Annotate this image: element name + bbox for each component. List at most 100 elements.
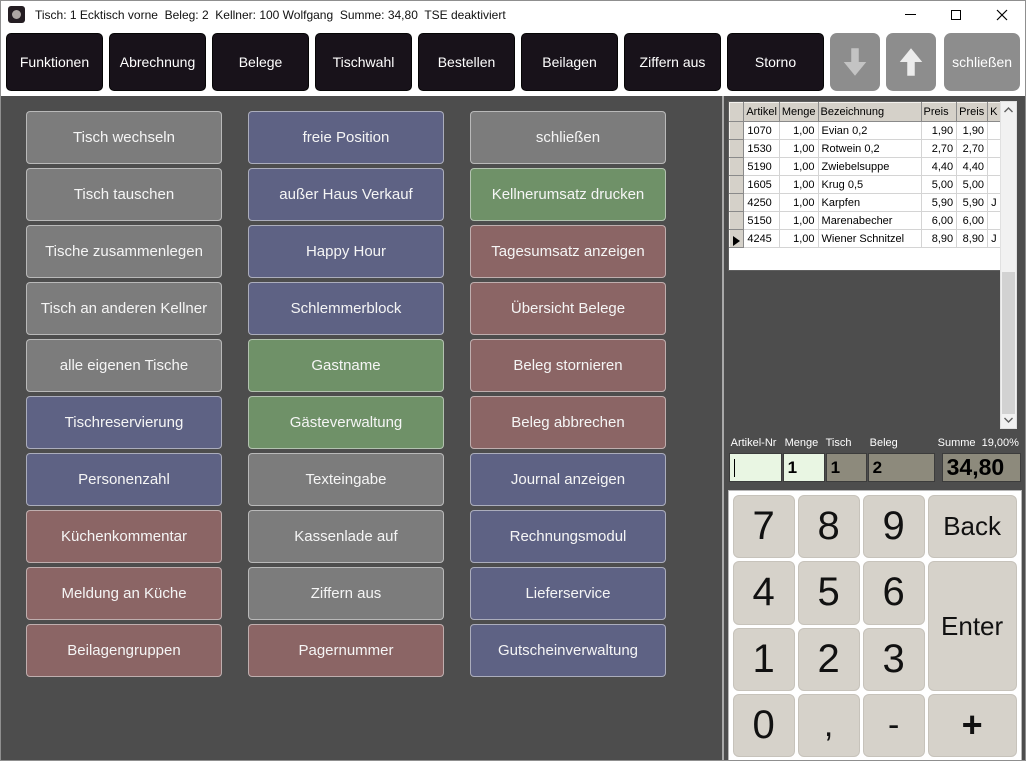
numpad-key-k5[interactable]: 5: [797, 561, 860, 625]
function-button-beleg-stornieren[interactable]: Beleg stornieren: [470, 339, 666, 392]
scroll-up-button[interactable]: [886, 33, 937, 91]
toolbar-close-button[interactable]: schließen: [944, 33, 1020, 91]
cell-artikel: 4250: [743, 193, 780, 212]
function-button-tische-zusammenlegen[interactable]: Tische zusammenlegen: [26, 225, 222, 278]
function-button-freie-position[interactable]: freie Position: [248, 111, 444, 164]
numpad-key-k6[interactable]: 6: [862, 561, 925, 625]
functions-column-3: schließen Kellnerumsatz drucken Tagesumsat…: [470, 111, 666, 760]
maximize-button[interactable]: [933, 1, 979, 28]
table-row[interactable]: 4250 1,00 Karpfen 5,90 5,90 J: [728, 193, 1001, 212]
close-button[interactable]: [979, 1, 1025, 28]
function-button-ziffern-aus[interactable]: Ziffern aus: [248, 567, 444, 620]
numpad-key-k8[interactable]: 8: [797, 495, 860, 559]
row-selector[interactable]: [728, 121, 745, 140]
minimize-button[interactable]: [887, 1, 933, 28]
function-button-gastname[interactable]: Gastname: [248, 339, 444, 392]
cell-artikel: 1070: [743, 121, 780, 140]
toolbar-button-ziffern-aus[interactable]: Ziffern aus: [624, 33, 721, 91]
row-selector[interactable]: [728, 211, 745, 230]
function-button-tisch-an-anderen-kellner[interactable]: Tisch an anderen Kellner: [26, 282, 222, 335]
numpad-key-enter[interactable]: Enter: [927, 561, 1017, 691]
function-button-pagernummer[interactable]: Pagernummer: [248, 624, 444, 677]
function-button-personenzahl[interactable]: Personenzahl: [26, 453, 222, 506]
toolbar-button-belege[interactable]: Belege: [212, 33, 309, 91]
row-selector[interactable]: [728, 175, 745, 194]
numpad-key-minus[interactable]: -: [862, 693, 925, 757]
column-header-bezeichnung-2[interactable]: Bezeichnung: [817, 102, 922, 122]
column-header-menge-1[interactable]: Menge: [778, 102, 819, 122]
function-button-übersicht-belege[interactable]: Übersicht Belege: [470, 282, 666, 335]
row-selector[interactable]: [728, 139, 745, 158]
artikel-nr-input[interactable]: [728, 453, 782, 482]
scroll-down-button[interactable]: [830, 33, 881, 91]
maximize-icon: [951, 9, 961, 20]
function-button-beleg-abbrechen[interactable]: Beleg abbrechen: [470, 396, 666, 449]
cell-bezeichnung: Rotwein 0,2: [818, 139, 922, 158]
column-header-k-5[interactable]: K: [987, 102, 1001, 122]
toolbar-button-tischwahl[interactable]: Tischwahl: [315, 33, 412, 91]
function-button-rechnungsmodul[interactable]: Rechnungsmodul: [470, 510, 666, 563]
function-button-außer-haus-verkauf[interactable]: außer Haus Verkauf: [248, 168, 444, 221]
cell-artikel: 5150: [743, 211, 780, 230]
function-button-tisch-tauschen[interactable]: Tisch tauschen: [26, 168, 222, 221]
function-button-beilagengruppen[interactable]: Beilagengruppen: [26, 624, 222, 677]
table-scrollbar[interactable]: [1000, 101, 1017, 429]
scroll-up-arrow[interactable]: [1001, 102, 1016, 118]
column-header-artikel-0[interactable]: Artikel: [743, 102, 780, 122]
function-button-alle-eigenen-tische[interactable]: alle eigenen Tische: [26, 339, 222, 392]
function-button-gutscheinverwaltung[interactable]: Gutscheinverwaltung: [470, 624, 666, 677]
function-button-kellnerumsatz-drucken[interactable]: Kellnerumsatz drucken: [470, 168, 666, 221]
cell-preis: 5,00: [921, 175, 958, 194]
function-button-küchenkommentar[interactable]: Küchenkommentar: [26, 510, 222, 563]
column-header-preis-3[interactable]: Preis: [920, 102, 958, 122]
numpad-key-k4[interactable]: 4: [732, 561, 795, 625]
column-header-preis-4[interactable]: Preis: [956, 102, 989, 122]
function-button-gästeverwaltung[interactable]: Gästeverwaltung: [248, 396, 444, 449]
numpad-key-plus[interactable]: +: [927, 693, 1017, 757]
row-selector[interactable]: [728, 157, 745, 176]
numpad-key-k3[interactable]: 3: [862, 627, 925, 691]
function-button-tagesumsatz-anzeigen[interactable]: Tagesumsatz anzeigen: [470, 225, 666, 278]
function-button-kassenlade-auf[interactable]: Kassenlade auf: [248, 510, 444, 563]
table-row[interactable]: 1070 1,00 Evian 0,2 1,90 1,90: [728, 121, 1001, 140]
toolbar-button-beilagen[interactable]: Beilagen: [521, 33, 618, 91]
cell-preis: 8,90: [921, 229, 958, 248]
function-button-schließen[interactable]: schließen: [470, 111, 666, 164]
function-button-meldung-an-küche[interactable]: Meldung an Küche: [26, 567, 222, 620]
function-button-schlemmerblock[interactable]: Schlemmerblock: [248, 282, 444, 335]
toolbar-button-abrechnung[interactable]: Abrechnung: [109, 33, 206, 91]
toolbar-button-storno[interactable]: Storno: [727, 33, 824, 91]
function-button-tisch-wechseln[interactable]: Tisch wechseln: [26, 111, 222, 164]
function-button-lieferservice[interactable]: Lieferservice: [470, 567, 666, 620]
function-button-tischreservierung[interactable]: Tischreservierung: [26, 396, 222, 449]
tisch-field[interactable]: 1: [825, 453, 867, 482]
table-row[interactable]: 5190 1,00 Zwiebelsuppe 4,40 4,40: [728, 157, 1001, 176]
table-row[interactable]: 4245 1,00 Wiener Schnitzel 8,90 8,90 J: [728, 229, 1001, 248]
main-area: Tisch wechseln Tisch tauschen Tische zusam…: [1, 96, 1025, 760]
numpad-key-k2[interactable]: 2: [797, 627, 860, 691]
menge-input[interactable]: 1: [782, 453, 825, 482]
beleg-field[interactable]: 2: [867, 453, 935, 482]
numpad-key-k1[interactable]: 1: [732, 627, 795, 691]
function-button-texteingabe[interactable]: Texteingabe: [248, 453, 444, 506]
cell-k: J: [987, 193, 1001, 212]
numpad-key-k0[interactable]: 0: [732, 693, 795, 757]
numpad-key-back[interactable]: Back: [927, 495, 1017, 559]
table-row[interactable]: 1605 1,00 Krug 0,5 5,00 5,00: [728, 175, 1001, 194]
row-selector[interactable]: [728, 193, 745, 212]
table-row[interactable]: 1530 1,00 Rotwein 0,2 2,70 2,70: [728, 139, 1001, 158]
cell-k: [987, 139, 1001, 158]
function-button-happy-hour[interactable]: Happy Hour: [248, 225, 444, 278]
table-row[interactable]: 5150 1,00 Marenabecher 6,00 6,00: [728, 211, 1001, 230]
scrollbar-thumb[interactable]: [1002, 272, 1015, 414]
toolbar-button-funktionen[interactable]: Funktionen: [6, 33, 103, 91]
numpad-key-k9[interactable]: 9: [862, 495, 925, 559]
cell-artikel: 1530: [743, 139, 780, 158]
numpad-key-comma[interactable]: ,: [797, 693, 860, 757]
numpad-key-k7[interactable]: 7: [732, 495, 795, 559]
function-button-journal-anzeigen[interactable]: Journal anzeigen: [470, 453, 666, 506]
cell-preis2: 8,90: [956, 229, 989, 248]
scroll-down-arrow[interactable]: [1001, 412, 1016, 428]
row-selector[interactable]: [728, 229, 745, 248]
toolbar-button-bestellen[interactable]: Bestellen: [418, 33, 515, 91]
